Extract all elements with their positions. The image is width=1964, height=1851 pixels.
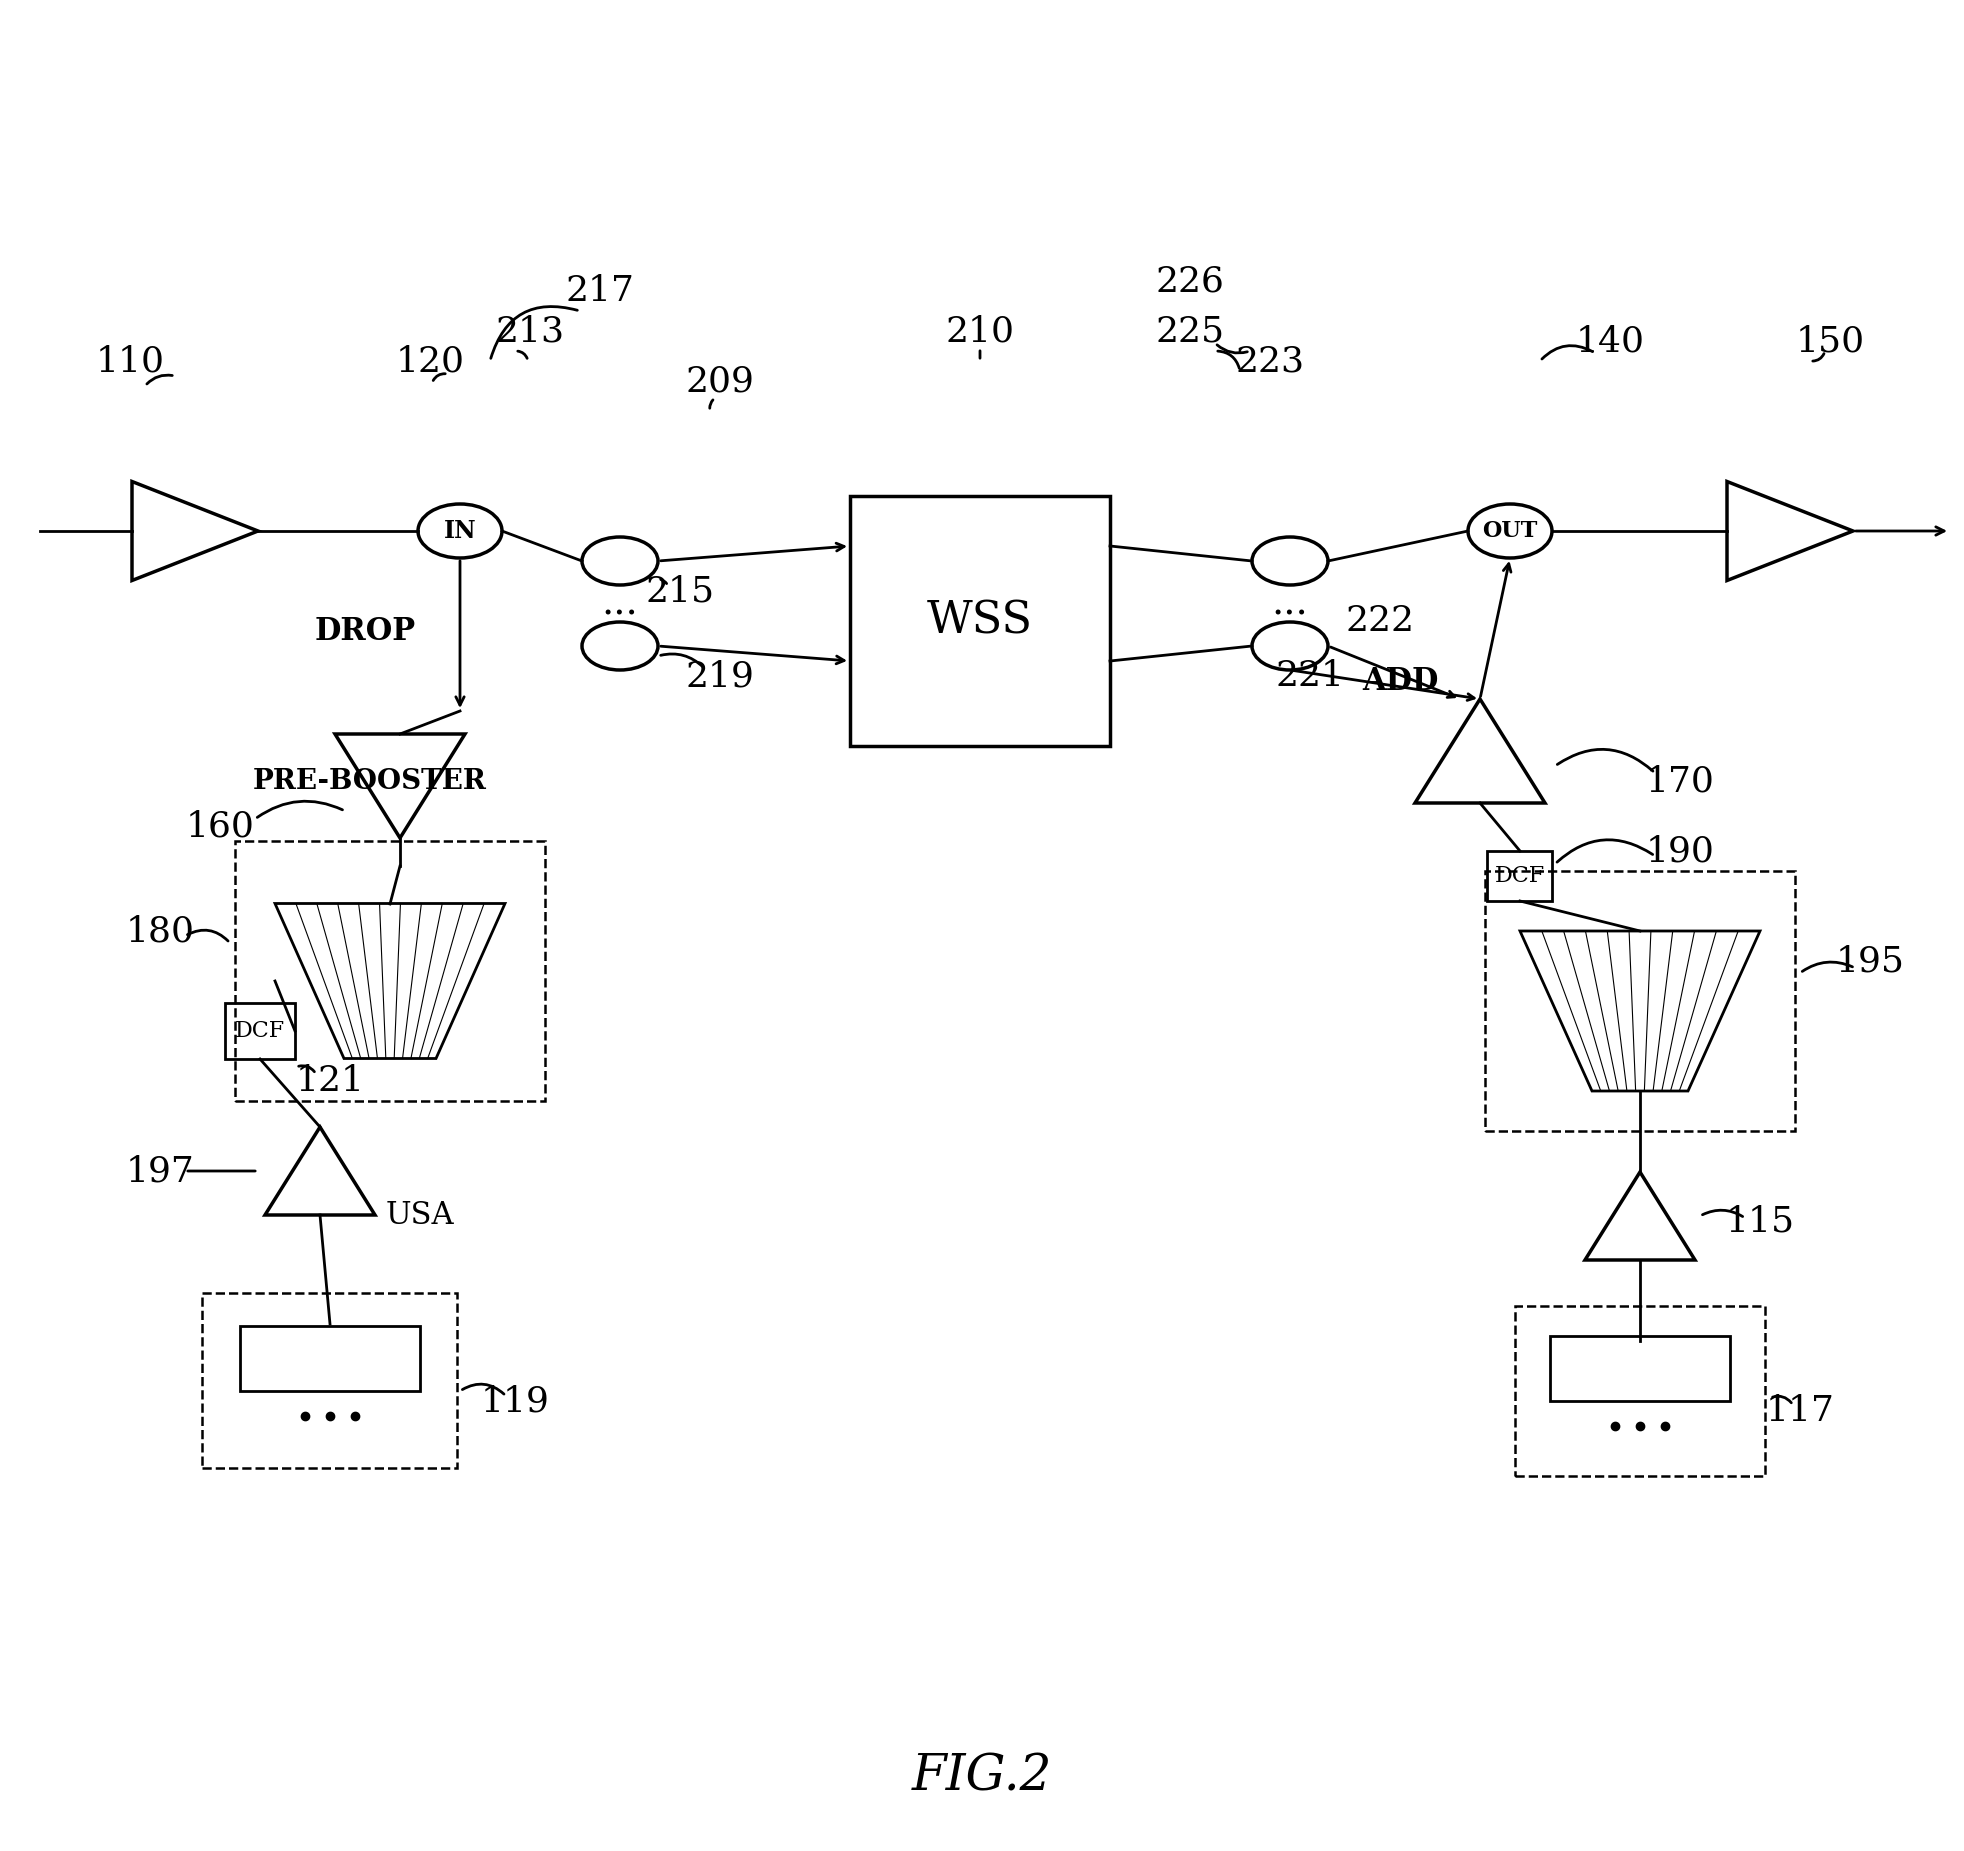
Text: 226: 226 <box>1155 265 1224 298</box>
Text: 115: 115 <box>1724 1203 1793 1238</box>
Text: 140: 140 <box>1575 324 1644 357</box>
Text: DCF: DCF <box>236 1020 285 1042</box>
Text: 119: 119 <box>481 1385 550 1418</box>
Text: 150: 150 <box>1795 324 1864 357</box>
Text: 217: 217 <box>566 274 634 307</box>
Text: 197: 197 <box>126 1153 194 1188</box>
Text: 195: 195 <box>1834 944 1903 977</box>
Bar <box>850 496 1110 746</box>
Text: 215: 215 <box>644 574 715 607</box>
Text: 221: 221 <box>1275 659 1343 692</box>
Text: 225: 225 <box>1155 315 1224 348</box>
Text: 110: 110 <box>96 344 165 378</box>
Text: DCF: DCF <box>1495 864 1544 887</box>
Text: WSS: WSS <box>927 600 1033 642</box>
Bar <box>226 1003 295 1059</box>
Bar <box>1485 872 1793 1131</box>
Bar <box>236 840 544 1101</box>
Text: 180: 180 <box>126 914 194 948</box>
Text: 219: 219 <box>685 659 754 692</box>
Text: 209: 209 <box>685 365 754 398</box>
Text: 117: 117 <box>1766 1394 1834 1427</box>
Text: ADD: ADD <box>1361 666 1438 696</box>
Text: ...: ... <box>1271 585 1308 622</box>
Text: 121: 121 <box>295 1064 363 1098</box>
Text: 223: 223 <box>1235 344 1304 378</box>
Text: 120: 120 <box>395 344 464 378</box>
Text: 210: 210 <box>945 315 1013 348</box>
Bar <box>202 1294 458 1468</box>
Text: 190: 190 <box>1644 835 1713 868</box>
Text: USA: USA <box>385 1201 454 1231</box>
Text: OUT: OUT <box>1481 520 1538 542</box>
Text: FIG.2: FIG.2 <box>911 1753 1053 1801</box>
Bar <box>1550 1336 1728 1401</box>
Text: 170: 170 <box>1644 764 1713 798</box>
Text: IN: IN <box>444 518 475 542</box>
Text: 213: 213 <box>495 315 564 348</box>
Bar <box>1487 851 1552 901</box>
Text: 222: 222 <box>1345 603 1414 639</box>
Text: PRE-BOOSTER: PRE-BOOSTER <box>253 768 487 794</box>
Text: 160: 160 <box>185 809 253 842</box>
Bar <box>240 1325 420 1390</box>
Text: DROP: DROP <box>314 616 414 646</box>
Bar <box>1514 1307 1764 1475</box>
Text: ...: ... <box>601 585 638 622</box>
